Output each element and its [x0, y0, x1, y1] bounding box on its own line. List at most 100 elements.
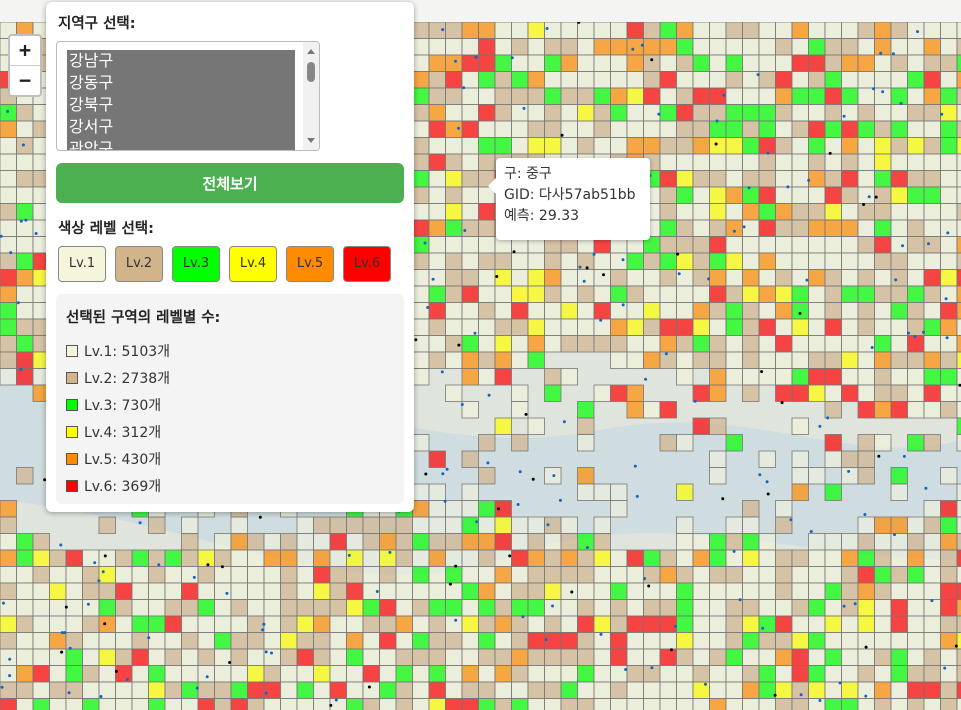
grid-cell: [956, 549, 961, 567]
level-button-5[interactable]: Lv.5: [286, 246, 334, 282]
grid-cell: [362, 599, 380, 617]
map-point: [756, 73, 760, 77]
grid-cell: [758, 549, 776, 567]
grid-cell: [0, 533, 17, 551]
grid-cell: [494, 54, 512, 72]
grid-cell: [676, 153, 694, 171]
level-button-6[interactable]: Lv.6: [343, 246, 391, 282]
view-all-button[interactable]: 전체보기: [56, 163, 404, 203]
grid-cell: [923, 21, 941, 39]
grid-cell: [313, 632, 331, 650]
grid-cell: [32, 549, 50, 567]
grid-cell: [577, 681, 595, 699]
grid-cell: [544, 318, 562, 336]
grid-cell: [923, 566, 941, 584]
level-button-2[interactable]: Lv.2: [115, 246, 163, 282]
grid-cell: [461, 219, 479, 237]
grid-cell: [808, 236, 826, 254]
grid-cell: [725, 582, 743, 600]
scroll-down-arrow-icon[interactable]: [307, 138, 315, 143]
level-button-4[interactable]: Lv.4: [229, 246, 277, 282]
grid-cell: [857, 236, 875, 254]
grid-cell: [494, 698, 512, 710]
district-option[interactable]: 강북구: [67, 94, 295, 116]
grid-cell: [16, 665, 34, 683]
scroll-thumb[interactable]: [307, 62, 315, 82]
map-point: [19, 219, 23, 223]
scroll-up-arrow-icon[interactable]: [307, 49, 315, 54]
grid-cell: [791, 681, 809, 699]
grid-cell: [808, 219, 826, 237]
grid-cell: [560, 318, 578, 336]
map-point: [264, 691, 268, 695]
grid-cell: [841, 467, 859, 485]
grid-cell: [527, 599, 545, 617]
grid-cell: [16, 318, 34, 336]
zoom-in-button[interactable]: +: [18, 38, 32, 62]
grid-cell: [164, 566, 182, 584]
grid-cell: [445, 38, 463, 56]
grid-cell: [296, 648, 314, 666]
grid-cell: [445, 500, 463, 518]
grid-cell: [131, 549, 149, 567]
map-point: [60, 650, 64, 654]
grid-cell: [709, 450, 727, 468]
grid-cell: [824, 153, 842, 171]
grid-cell: [857, 38, 875, 56]
map-point: [43, 478, 47, 482]
grid-cell: [890, 384, 908, 402]
map-point: [19, 367, 23, 371]
map-point: [486, 461, 490, 465]
grid-cell: [676, 285, 694, 303]
district-option[interactable]: 강서구: [67, 116, 295, 138]
district-option[interactable]: 관악구: [67, 138, 295, 150]
map-point: [545, 27, 549, 30]
grid-cell: [560, 252, 578, 270]
grid-cell: [659, 681, 677, 699]
grid-cell: [197, 582, 215, 600]
grid-cell: [461, 170, 479, 188]
map-point: [766, 492, 770, 496]
grid-cell: [296, 582, 314, 600]
grid-cell: [857, 516, 875, 534]
district-option[interactable]: 강동구: [67, 72, 295, 94]
grid-cell: [791, 120, 809, 138]
grid-cell: [923, 203, 941, 221]
level-button-3[interactable]: Lv.3: [172, 246, 220, 282]
grid-cell: [296, 549, 314, 567]
grid-cell: [692, 302, 710, 320]
district-option[interactable]: 강남구: [67, 50, 295, 72]
level-button-1[interactable]: Lv.1: [58, 246, 106, 282]
grid-cell: [478, 153, 496, 171]
grid-cell: [329, 648, 347, 666]
grid-cell: [593, 269, 611, 287]
grid-cell: [775, 384, 793, 402]
grid-cell: [758, 615, 776, 633]
grid-cell: [428, 104, 446, 122]
grid-cell: [824, 549, 842, 567]
grid-cell: [874, 153, 892, 171]
grid-cell: [395, 566, 413, 584]
map-point: [431, 277, 435, 281]
grid-cell: [181, 681, 199, 699]
grid-cell: [560, 533, 578, 551]
map-point: [585, 546, 589, 549]
grid-cell: [428, 533, 446, 551]
grid-cell: [49, 665, 67, 683]
grid-cell: [527, 417, 545, 435]
grid-cell: [214, 665, 232, 683]
district-listbox[interactable]: 강남구 강동구 강북구 강서구 관악구: [56, 41, 320, 151]
grid-cell: [907, 203, 925, 221]
grid-cell: [874, 368, 892, 386]
grid-cell: [428, 236, 446, 254]
map-point: [657, 112, 661, 116]
zoom-out-button[interactable]: −: [10, 65, 40, 95]
grid-cell: [428, 681, 446, 699]
grid-cell: [461, 615, 479, 633]
grid-cell: [164, 599, 182, 617]
grid-cell: [874, 615, 892, 633]
grid-cell: [808, 351, 826, 369]
listbox-scrollbar[interactable]: [303, 42, 319, 150]
grid-cell: [923, 252, 941, 270]
grid-cell: [725, 170, 743, 188]
